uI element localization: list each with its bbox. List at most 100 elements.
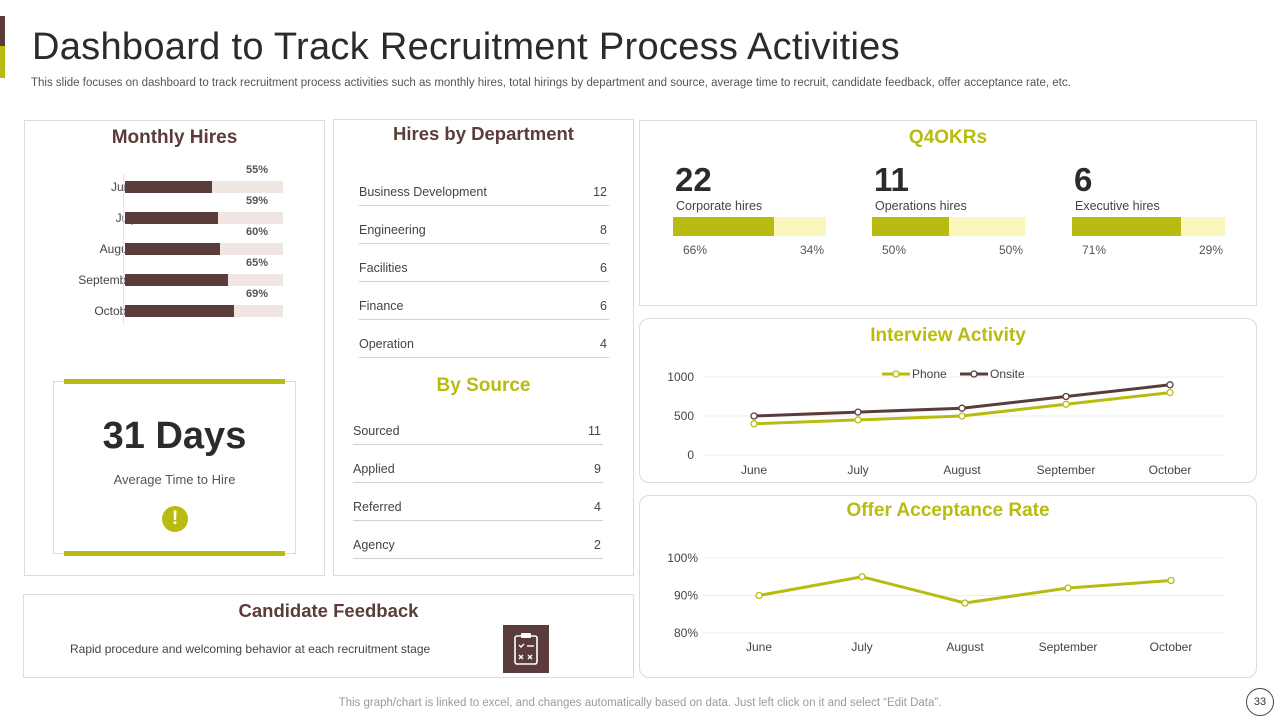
legend-label: Onsite <box>990 367 1025 381</box>
okr-left-pct: 50% <box>882 243 907 257</box>
list-item-name: Facilities <box>359 261 408 275</box>
avg-top-line <box>64 379 285 384</box>
data-point <box>1166 381 1174 389</box>
list-item-name: Operation <box>359 337 414 351</box>
okr-progress-fill <box>1072 217 1181 236</box>
monthly-hires-row: October 69% <box>25 288 325 319</box>
avg-time-label: Average Time to Hire <box>113 472 236 487</box>
list-item-value: 4 <box>594 500 601 514</box>
monthly-hires-row: June55% <box>25 164 325 195</box>
footer-note: This graph/chart is linked to excel, and… <box>338 697 942 709</box>
feedback-title: Candidate Feedback <box>238 600 419 621</box>
bar-value-label: 59% <box>246 195 269 207</box>
okr-label: Operations hires <box>875 199 967 213</box>
list-item-value: 2 <box>594 538 601 552</box>
department-title: Hires by Department <box>393 123 574 144</box>
list-item-value: 9 <box>594 462 601 476</box>
list-item: Operation 4 <box>359 332 609 358</box>
list-item: Business Development 12 <box>359 180 609 206</box>
bar <box>125 305 235 317</box>
bar-track <box>125 305 283 317</box>
interview-chart: 0 500 1000 June July August September October Ph… <box>667 367 1225 477</box>
x-tick-label: October <box>1150 640 1193 654</box>
list-item-name: Finance <box>359 299 404 313</box>
bar-track <box>125 212 283 224</box>
data-point <box>750 420 758 428</box>
alert-icon: ! <box>162 506 188 532</box>
list-item: Referred 4 <box>353 495 603 521</box>
list-item: Facilities 6 <box>359 256 609 282</box>
monthly-hires-row: September 65% <box>25 257 325 288</box>
okr-label: Corporate hires <box>676 199 763 213</box>
x-tick-label: October <box>1149 463 1192 477</box>
source-title: By Source <box>436 375 531 396</box>
page-subtitle: This slide focuses on dashboard to track… <box>31 77 1071 89</box>
bar <box>125 274 228 286</box>
y-tick-label: 90% <box>674 589 698 603</box>
data-point <box>755 591 763 600</box>
y-tick-label: 0 <box>687 448 694 462</box>
y-tick-label: 1000 <box>667 370 694 384</box>
feedback-text: Rapid procedure and welcoming behavior a… <box>70 642 431 656</box>
x-tick-label: September <box>1039 640 1098 654</box>
data-point <box>750 412 758 420</box>
list-item-name: Applied <box>353 462 395 476</box>
data-point <box>1062 392 1070 401</box>
data-point <box>958 404 966 412</box>
data-point <box>1166 388 1174 397</box>
avg-time-value: 31 Days <box>102 415 247 457</box>
okr-right-pct: 29% <box>1198 243 1223 257</box>
okr-item: 11 Operations hires 50% 50% <box>872 121 1027 257</box>
offer-chart: 80% 90% 100% June July August September October <box>667 551 1225 654</box>
okr-number: 6 <box>1074 161 1093 198</box>
monthly-hires-axis <box>123 174 124 324</box>
data-point <box>1167 576 1175 585</box>
monthly-hires-panel: Monthly Hires June55%July59%August60%Sep… <box>24 120 325 576</box>
bar-value-label: 65% <box>246 257 269 269</box>
okr-progress-track <box>673 217 826 236</box>
list-item-value: 12 <box>593 185 607 199</box>
monthly-hires-row: August 60% <box>25 226 325 257</box>
page-number: 33 <box>1246 688 1274 716</box>
list-item-name: Agency <box>353 538 395 552</box>
bar-label: September <box>78 273 137 287</box>
x-tick-label: August <box>946 640 984 654</box>
data-point <box>858 573 866 581</box>
list-item-name: Referred <box>353 500 402 514</box>
y-tick-label: 500 <box>674 409 694 423</box>
bar-track <box>125 243 283 255</box>
data-point <box>854 416 862 424</box>
list-item-value: 8 <box>600 223 607 237</box>
monthly-hires-title: Monthly Hires <box>111 127 238 148</box>
monthly-hires-row: July59% <box>25 195 325 226</box>
okr-progress-fill <box>872 217 949 236</box>
okr-left-pct: 71% <box>1082 243 1107 257</box>
list-item-name: Sourced <box>353 424 400 438</box>
bar <box>125 243 220 255</box>
okr-progress-fill <box>673 217 774 236</box>
okr-item: 6 Executive hires 71% 29% <box>1072 121 1227 257</box>
list-item: Engineering 8 <box>359 218 609 244</box>
list-item: Finance 6 <box>359 294 609 320</box>
bar-value-label: 60% <box>246 226 269 238</box>
list-item-value: 4 <box>600 337 607 351</box>
interview-panel: Interview Activity 0 500 1000 June July Augus… <box>639 318 1257 483</box>
series-line-offer-acceptance-rate <box>758 575 1172 605</box>
okr-label: Executive hires <box>1075 199 1160 213</box>
list-item: Agency 2 <box>353 533 603 559</box>
data-point <box>961 599 969 607</box>
okr-left-pct: 66% <box>683 243 708 257</box>
data-point <box>854 408 862 416</box>
bar-track <box>125 274 283 286</box>
feedback-panel: Candidate Feedback Rapid procedure and w… <box>23 594 634 678</box>
data-point <box>1062 400 1070 408</box>
clipboard-icon <box>503 625 549 673</box>
bar-track <box>125 181 283 193</box>
okr-right-pct: 50% <box>998 243 1023 257</box>
bar-value-label: 55% <box>246 164 269 176</box>
x-tick-label: September <box>1037 463 1096 477</box>
list-item-value: 6 <box>600 299 607 313</box>
legend-label: Phone <box>912 367 947 381</box>
legend-marker <box>970 370 978 378</box>
list-item: Applied 9 <box>353 457 603 483</box>
